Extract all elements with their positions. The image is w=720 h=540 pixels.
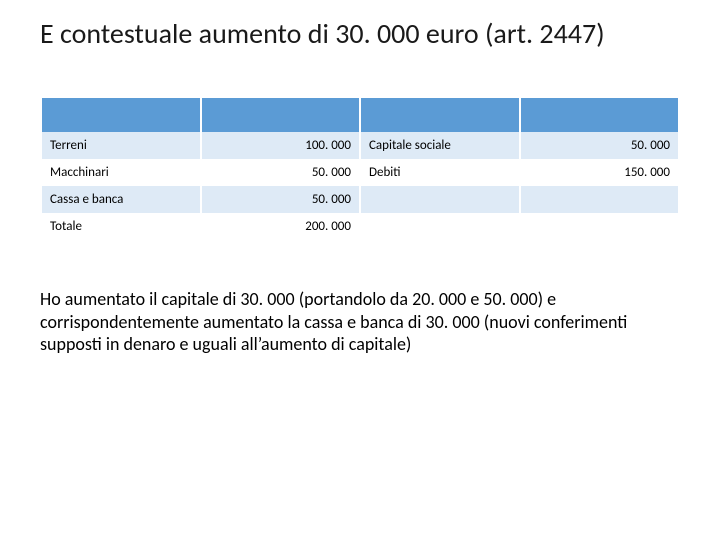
liab-label: Debiti (361, 159, 519, 186)
liab-label: Capitale sociale (361, 132, 519, 159)
asset-value: 50. 000 (202, 186, 360, 213)
liab-value (521, 213, 679, 240)
table-row: Cassa e banca 50. 000 (42, 186, 678, 213)
slide-title: E contestuale aumento di 30. 000 euro (a… (40, 18, 680, 50)
asset-value: 100. 000 (202, 132, 360, 159)
asset-value: 200. 000 (202, 213, 360, 240)
body-paragraph: Ho aumentato il capitale di 30. 000 (por… (40, 288, 680, 356)
header-cell (42, 98, 200, 132)
liab-value: 150. 000 (521, 159, 679, 186)
table-row: Totale 200. 000 (42, 213, 678, 240)
table-row: Terreni 100. 000 Capitale sociale 50. 00… (42, 132, 678, 159)
asset-value: 50. 000 (202, 159, 360, 186)
table-header-row (42, 98, 678, 132)
liab-value (521, 186, 679, 213)
header-cell (202, 98, 360, 132)
asset-label: Terreni (42, 132, 200, 159)
asset-label: Cassa e banca (42, 186, 200, 213)
liab-value: 50. 000 (521, 132, 679, 159)
balance-table: Terreni 100. 000 Capitale sociale 50. 00… (40, 98, 680, 240)
asset-label: Macchinari (42, 159, 200, 186)
asset-label: Totale (42, 213, 200, 240)
header-cell (521, 98, 679, 132)
liab-label (361, 186, 519, 213)
liab-label (361, 213, 519, 240)
table-row: Macchinari 50. 000 Debiti 150. 000 (42, 159, 678, 186)
header-cell (361, 98, 519, 132)
